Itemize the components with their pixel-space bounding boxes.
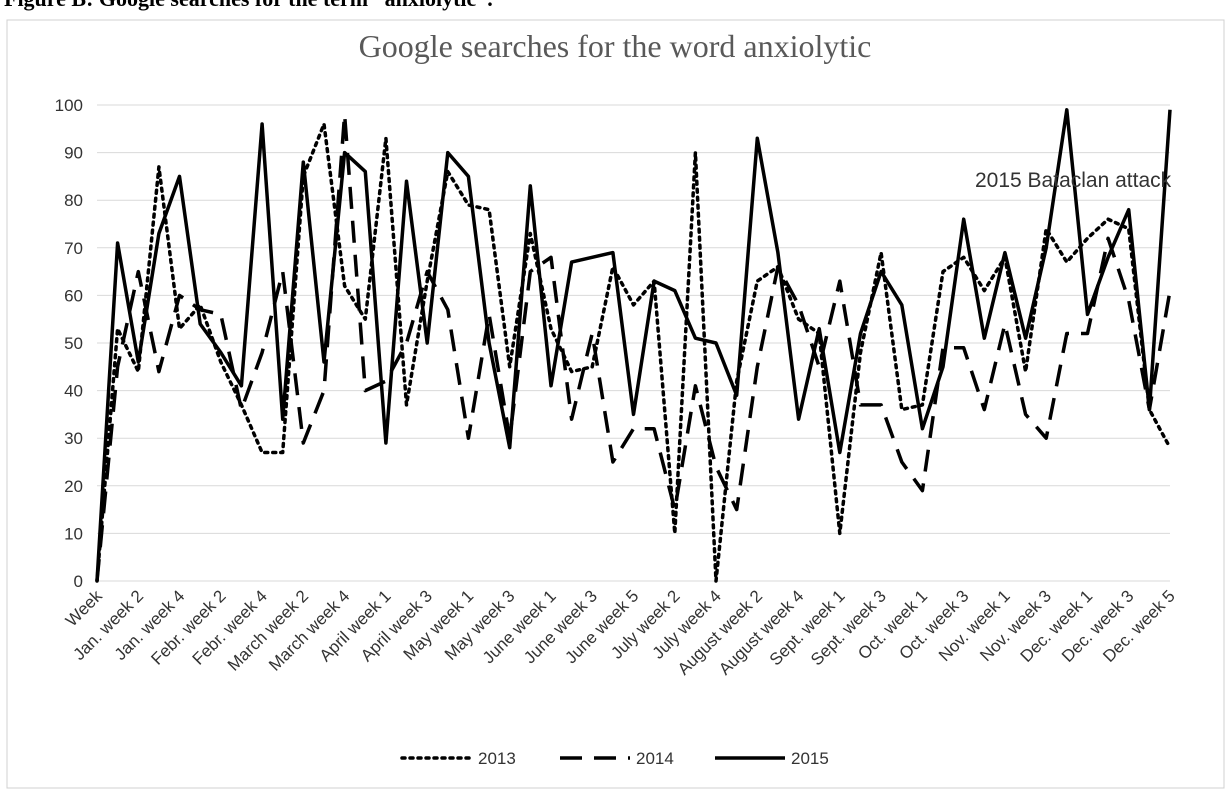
y-tick-label: 70	[64, 239, 83, 258]
chart-title: Google searches for the word anxiolytic	[359, 28, 872, 64]
y-tick-label: 10	[64, 524, 83, 543]
y-tick-label: 100	[55, 96, 83, 115]
series-line	[95, 108, 1172, 582]
annotation: 2015 Bataclan attack	[975, 169, 1172, 192]
y-tick-label: 60	[64, 286, 83, 305]
series-line	[95, 122, 1172, 583]
y-tick-label: 20	[64, 477, 83, 496]
chart-border	[6, 19, 1225, 789]
legend-label: 2015	[791, 749, 829, 768]
y-tick-label: 50	[64, 334, 83, 353]
y-tick-label: 90	[64, 144, 83, 163]
figure-caption: Figure B: Google searches for the term “…	[4, 0, 493, 11]
y-tick-label: 30	[64, 429, 83, 448]
y-tick-label: 40	[64, 382, 83, 401]
legend-label: 2014	[636, 749, 674, 768]
y-tick-label: 80	[64, 191, 83, 210]
legend-label: 2013	[478, 749, 516, 768]
y-tick-label: 0	[74, 572, 83, 591]
